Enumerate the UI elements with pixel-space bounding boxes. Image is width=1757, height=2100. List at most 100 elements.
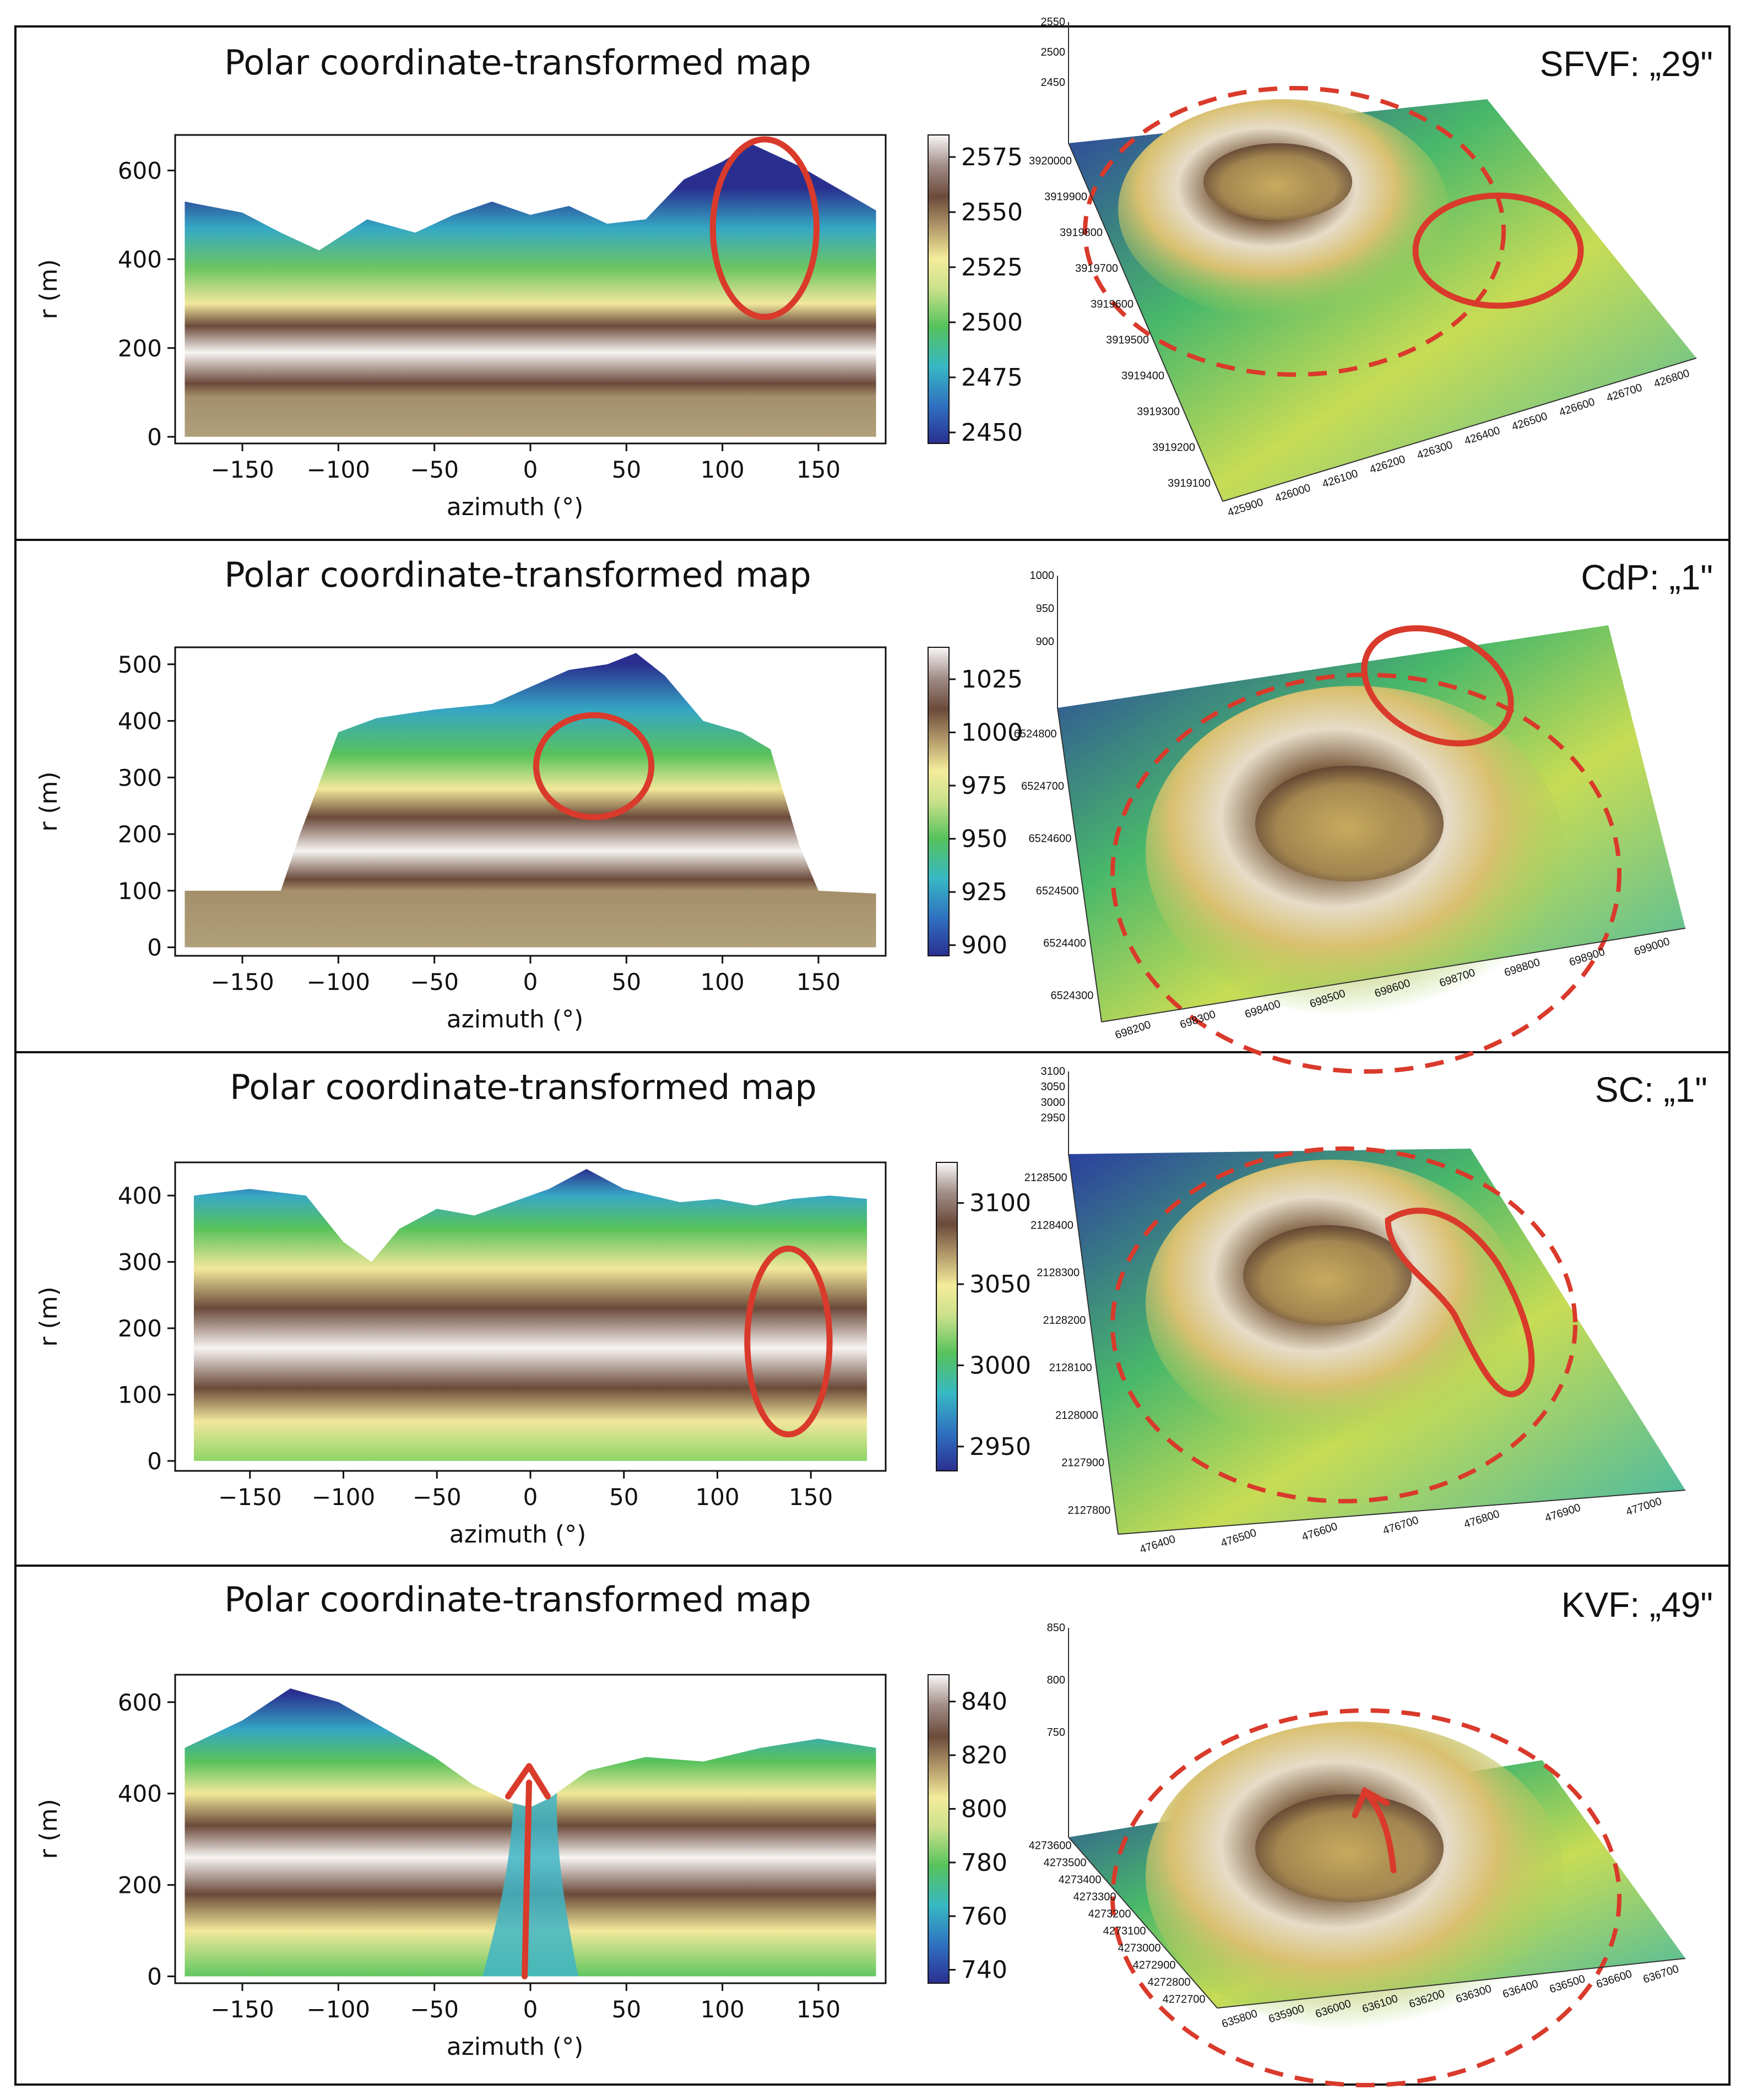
x-tick-label: 150	[796, 456, 840, 483]
x-tick-label-3d: 426800	[1652, 367, 1691, 391]
y-tick-label-3d: 3920000	[1029, 155, 1072, 167]
y-axis-label: r (m)	[35, 771, 63, 831]
panel-kvf: Polar coordinate-transformed map KVF: „49…	[35, 1579, 1713, 2087]
x-tick-label-3d: 476900	[1543, 1502, 1582, 1525]
x-tick-label: 0	[523, 968, 538, 995]
heatmap	[193, 1169, 867, 1461]
y-tick-label-3d: 6524600	[1028, 833, 1071, 845]
heatmap-field	[193, 1169, 867, 1461]
y-tick-label: 0	[147, 1963, 162, 1990]
x-tick-label-3d: 477000	[1624, 1495, 1663, 1518]
colorbar-tick-label: 2575	[961, 143, 1023, 171]
x-tick-label: −50	[410, 456, 459, 483]
y-tick-label-3d: 3919500	[1106, 334, 1149, 347]
colorbar-tick-label: 975	[961, 772, 1007, 800]
colorbar-tick-label: 950	[961, 825, 1007, 853]
x-tick-label-3d: 698900	[1568, 946, 1606, 969]
heatmap-field	[185, 653, 876, 948]
y-tick-label-3d: 4273100	[1103, 1925, 1146, 1937]
colorbar-tick-label: 3000	[969, 1351, 1031, 1379]
y-tick-label: 200	[118, 821, 162, 848]
y-tick-label-3d: 3919100	[1168, 478, 1211, 490]
colorbar-tick-label: 2450	[961, 419, 1023, 447]
y-tick-label-3d: 2128400	[1031, 1219, 1073, 1231]
y-axis-label: r (m)	[35, 1286, 63, 1346]
z-tick-label-3d: 950	[1036, 603, 1054, 615]
x-tick-label: −100	[307, 1996, 370, 2023]
annotation-arrow-3d	[1363, 1790, 1397, 1874]
y-tick-label: 100	[118, 878, 162, 905]
y-axis-label: r (m)	[35, 1799, 63, 1859]
x-tick-label: 100	[701, 456, 745, 483]
x-tick-label-3d: 425900	[1226, 496, 1265, 519]
y-tick-label-3d: 3919700	[1075, 263, 1118, 275]
x-tick-label-3d: 426500	[1510, 410, 1549, 434]
panel-label: SC: „1"	[1595, 1070, 1707, 1109]
x-tick-label: −50	[410, 968, 459, 995]
y-tick-label-3d: 2128300	[1037, 1267, 1080, 1279]
x-tick-label: 100	[695, 1484, 739, 1511]
x-tick-label-3d: 635800	[1221, 2007, 1259, 2031]
y-tick-label-3d: 2127800	[1068, 1504, 1111, 1517]
y-tick-label-3d: 4273300	[1073, 1891, 1116, 1903]
panel-label: SFVF: „29"	[1540, 44, 1713, 84]
figure-frame	[14, 25, 1731, 2086]
y-tick-label-3d: 2128200	[1043, 1314, 1086, 1327]
colorbar-tick-label: 780	[961, 1849, 1007, 1877]
colorbar-tick-label: 760	[961, 1902, 1007, 1930]
x-tick-label: 50	[612, 456, 641, 483]
heatmap	[185, 653, 876, 948]
z-tick-label-3d: 900	[1036, 636, 1054, 648]
y-tick-label-3d: 3919800	[1060, 227, 1103, 239]
colorbar	[928, 647, 950, 956]
crater	[1255, 1794, 1444, 1902]
x-tick-label-3d: 698300	[1179, 1008, 1217, 1031]
y-tick-label: 600	[118, 157, 162, 184]
y-tick-label: 0	[147, 1448, 162, 1475]
z-tick-label-3d: 3100	[1041, 1065, 1066, 1078]
z-tick-label-3d: 2500	[1041, 46, 1066, 58]
panel-cdp: Polar coordinate-transformed map CdP: „1"…	[35, 555, 1713, 1074]
panel-title: Polar coordinate-transformed map	[224, 42, 811, 83]
y-tick-label-3d: 6524400	[1043, 938, 1086, 950]
y-tick-label-3d: 4272900	[1133, 1960, 1176, 1972]
crater	[1243, 1225, 1412, 1325]
annotation-ellipse	[744, 1246, 833, 1438]
x-axis-label: azimuth (°)	[449, 1520, 587, 1549]
x-tick-label-3d: 426200	[1368, 453, 1407, 477]
x-tick-label-3d: 426400	[1463, 425, 1501, 448]
surface-3d: 850 800 750 4273600 4273500 4273400 4273300 427…	[1029, 1622, 1686, 2087]
y-tick-label: 400	[118, 708, 162, 735]
y-tick-label: 100	[118, 1382, 162, 1409]
dashed-outline	[1110, 673, 1622, 1074]
colorbar-tick-label: 740	[961, 1956, 1007, 1984]
colorbar-tick-label: 2475	[961, 364, 1023, 392]
annotation-ellipse-3d	[1412, 192, 1584, 309]
x-tick-label: 0	[523, 1996, 538, 2023]
x-tick-label: −150	[210, 1996, 274, 2023]
x-tick-label: −150	[210, 968, 274, 995]
surface-3d: 2550 2500 2450 3920000 3919900 3919800 3919700…	[1029, 16, 1697, 519]
z-tick-label-3d: 850	[1047, 1622, 1065, 1634]
y-tick-label: 300	[118, 764, 162, 791]
z-tick-label-3d: 800	[1047, 1674, 1065, 1686]
x-tick-label: −150	[210, 456, 274, 483]
x-tick-label-3d: 476600	[1300, 1520, 1339, 1544]
x-tick-label-3d: 636700	[1642, 1963, 1680, 1986]
y-tick-label-3d: 6524500	[1036, 885, 1079, 897]
annotation-arrow	[522, 1779, 533, 1980]
panel-title: Polar coordinate-transformed map	[224, 555, 811, 595]
colorbar-tick-label: 900	[961, 932, 1007, 960]
y-tick-label-3d: 3919200	[1152, 442, 1195, 454]
x-tick-label: −50	[410, 1996, 459, 2023]
y-tick-label-3d: 3919400	[1121, 370, 1164, 382]
panel-sc: Polar coordinate-transformed map SC: „1" −…	[35, 1065, 1707, 1556]
panel-title: Polar coordinate-transformed map	[224, 1579, 811, 1620]
y-tick-label: 500	[118, 651, 162, 678]
y-tick-label-3d: 2128000	[1055, 1409, 1098, 1421]
x-tick-label-3d: 426600	[1558, 396, 1596, 419]
x-tick-label: −100	[312, 1484, 375, 1511]
annotation-arrow-head-3d	[1352, 1787, 1390, 1818]
y-tick-label-3d: 4273500	[1044, 1857, 1087, 1869]
